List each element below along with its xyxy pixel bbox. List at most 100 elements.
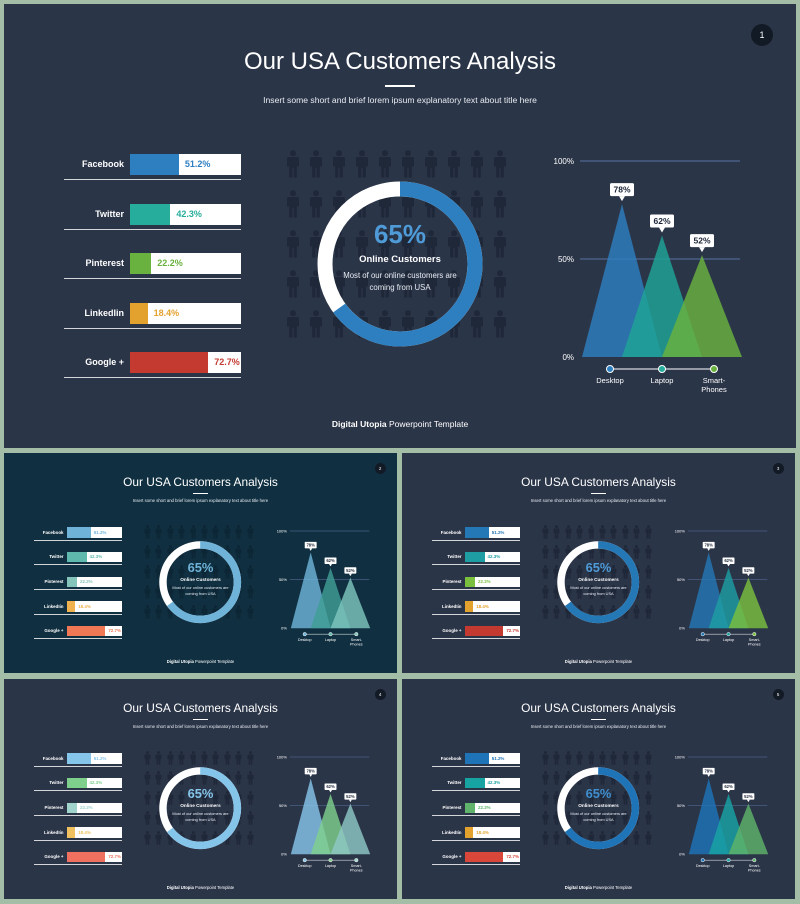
person-cell	[470, 310, 493, 338]
person-cell	[190, 791, 201, 805]
person-icon	[610, 751, 617, 766]
person-icon	[190, 565, 196, 579]
social-bar-label: Twitter	[95, 208, 124, 219]
value-callout-box	[702, 541, 715, 549]
donut-heading: Online Customers	[180, 802, 221, 808]
person-icon	[576, 565, 583, 579]
social-bar-fill	[464, 601, 474, 612]
x-axis-dot	[700, 632, 705, 637]
person-cell	[224, 791, 235, 805]
person-icon	[588, 525, 594, 540]
social-bar-fill	[464, 827, 474, 838]
person-icon	[633, 604, 640, 619]
person-cell	[155, 771, 166, 785]
slide-subtitle: Insert some short and brief lorem ipsum …	[530, 498, 667, 504]
x-axis-label: Smart-Phones	[748, 638, 761, 646]
social-bar-fill	[130, 302, 148, 324]
social-bar-label: Pinterest	[442, 805, 462, 811]
person-icon	[448, 150, 460, 178]
value-callout-box	[702, 767, 715, 775]
person-icon	[645, 525, 652, 540]
slide-5[interactable]: Our USA Customers Analysis Insert some sh…	[402, 679, 795, 899]
x-axis-dot	[302, 858, 307, 863]
value-callout-text: 78%	[704, 543, 713, 548]
social-bar-fill	[464, 851, 504, 863]
social-bar-track	[130, 253, 241, 274]
social-bar-underline	[33, 564, 122, 566]
person-icon	[190, 585, 196, 599]
social-bar-track	[66, 851, 122, 863]
social-bar-fill	[464, 753, 489, 764]
person-cell	[235, 751, 246, 766]
person-icon	[542, 604, 549, 619]
x-axis-dot	[302, 632, 307, 637]
person-cell	[235, 604, 246, 619]
person-icon	[224, 791, 231, 805]
donut-value-arc	[159, 767, 242, 849]
slide-footer: Digital Utopia Powerpoint Template	[4, 419, 796, 429]
person-icon	[247, 585, 254, 599]
person-cell	[190, 565, 201, 579]
slide-number-badge: 3	[772, 462, 784, 474]
slide-4[interactable]: Our USA Customers Analysis Insert some sh…	[4, 679, 397, 899]
value-callout-text: 78%	[306, 543, 315, 548]
person-cell	[610, 811, 621, 825]
person-icon	[471, 190, 483, 218]
social-bar-fill	[464, 777, 485, 789]
person-icon	[212, 565, 219, 579]
person-cell	[645, 811, 656, 825]
person-cell	[355, 230, 378, 258]
value-callout-box	[304, 767, 317, 775]
person-icon	[144, 830, 151, 845]
slide-title: Our USA Customers Analysis	[123, 700, 278, 715]
person-cell	[588, 525, 599, 540]
person-cell	[286, 310, 309, 338]
social-bar-value: 72.7%	[214, 357, 240, 367]
person-cell	[212, 791, 223, 805]
person-icon	[144, 604, 151, 619]
social-bar-label: Facebook	[81, 159, 124, 169]
person-icon	[201, 585, 208, 599]
y-tick-label: 100%	[277, 754, 288, 759]
donut-percent: 65%	[585, 785, 612, 801]
person-cell	[247, 811, 258, 825]
person-icon	[645, 830, 652, 845]
social-bar-label: Pinterest	[442, 579, 462, 585]
person-icon	[576, 525, 583, 540]
person-cell	[424, 230, 447, 258]
social-bar-fill	[66, 827, 76, 838]
social-bar-fill	[66, 777, 87, 789]
person-icon	[425, 150, 437, 178]
person-icon	[155, 545, 162, 559]
x-axis-dot	[752, 858, 757, 863]
device-triangle-chart: 100% 50% 0% Desktop 78% Laptop 62% Smart-Phones…	[675, 528, 769, 647]
person-icon	[542, 830, 549, 845]
person-icon	[224, 525, 231, 540]
social-bar-track	[66, 601, 122, 612]
social-bar-track	[464, 827, 520, 838]
person-icon	[599, 811, 606, 825]
social-bar-value: 51.2%	[491, 755, 505, 761]
value-callout-box	[650, 214, 674, 228]
person-icon	[425, 230, 437, 258]
x-axis-label: Laptop	[723, 638, 734, 642]
social-bar-underline	[64, 377, 241, 378]
person-icon	[565, 525, 572, 540]
donut-heading: Online Customers	[578, 576, 619, 582]
slide-2[interactable]: Our USA Customers Analysis Insert some sh…	[4, 453, 397, 673]
person-icon	[178, 525, 185, 540]
person-cell	[599, 751, 610, 766]
person-icon	[190, 791, 196, 805]
slide-1[interactable]: Our USA Customers Analysis Insert some sh…	[4, 4, 796, 448]
person-cell	[542, 525, 553, 540]
slide-3[interactable]: Our USA Customers Analysis Insert some sh…	[402, 453, 795, 673]
person-icon	[356, 270, 368, 298]
social-bar-label: Twitter	[447, 780, 462, 786]
value-callout-box	[722, 557, 735, 564]
person-cell	[599, 525, 610, 540]
person-cell	[645, 585, 656, 599]
person-icon	[155, 830, 162, 845]
social-bar-underline	[64, 327, 241, 329]
person-icon	[494, 310, 506, 338]
social-bar-underline	[64, 179, 241, 180]
